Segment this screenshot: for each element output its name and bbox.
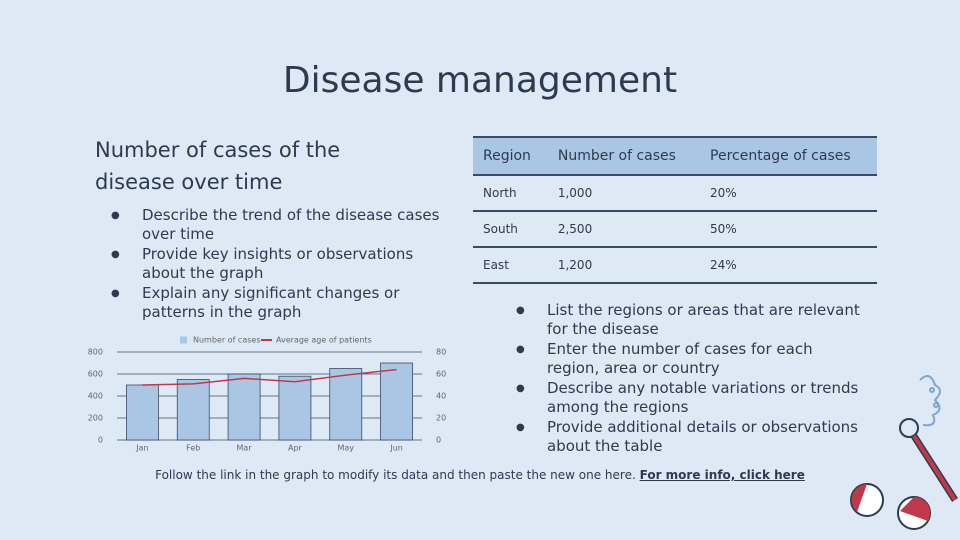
footer: Follow the link in the graph to modify i… <box>0 468 960 482</box>
bar <box>126 384 159 441</box>
bar <box>329 368 363 441</box>
y2-tick-label: 0 <box>436 436 441 445</box>
bullet: Describe any notable variations or trend… <box>500 379 860 417</box>
cell: 24% <box>700 247 877 284</box>
x-tick-label: Feb <box>186 444 200 453</box>
x-tick-label: Mar <box>237 444 253 453</box>
bullet: List the regions or areas that are relev… <box>500 301 860 339</box>
chart: 0 200 400 600 800 0 20 40 60 80 Jan Feb Mar Apr May Jun… <box>88 336 446 453</box>
cell: 1,000 <box>547 175 701 212</box>
bullet: Explain any significant changes or patte… <box>95 284 440 322</box>
cell: South <box>473 211 548 248</box>
bullet: Describe the trend of the disease cases … <box>95 206 440 244</box>
cell: 2,500 <box>547 211 701 248</box>
line <box>142 368 397 386</box>
section-heading: Number of cases of the disease over time <box>95 138 341 194</box>
x-tick-label: Jan <box>135 444 148 453</box>
bullet: Enter the number of cases for each regio… <box>500 340 860 378</box>
bullet: Provide additional details or observatio… <box>500 418 860 456</box>
y2-tick-label: 40 <box>436 392 446 401</box>
bullet: Provide key insights or observations abo… <box>95 245 440 283</box>
x-tick-label: Jun <box>389 444 403 453</box>
bar <box>227 373 261 441</box>
table-row: East 1,200 24% <box>473 247 877 284</box>
y2-tick-label: 80 <box>436 348 446 357</box>
header-cell: Region <box>473 136 548 176</box>
y-tick-label: 600 <box>88 370 103 379</box>
slide-title: Disease management <box>282 60 678 101</box>
legend-swatch <box>180 336 187 344</box>
table-row: North 1,000 20% <box>473 175 877 212</box>
y-tick-label: 800 <box>88 348 103 357</box>
y-tick-label: 200 <box>88 414 103 423</box>
cell: East <box>473 247 548 284</box>
table-row: South 2,500 50% <box>473 211 877 248</box>
legend-label: Number of cases <box>193 336 261 345</box>
bar <box>380 362 413 441</box>
bullet-list: List the regions or areas that are relev… <box>500 301 860 457</box>
x-tick-label: Apr <box>288 444 303 453</box>
cell: 1,200 <box>547 247 701 284</box>
footer-text: Follow the link in the graph to modify i… <box>155 468 636 482</box>
header-cell: Number of cases <box>547 136 701 176</box>
x-tick-label: May <box>337 444 354 453</box>
y2-tick-label: 60 <box>436 370 446 379</box>
table-header: Region Number of cases Percentage of cases <box>473 136 877 176</box>
cell: 20% <box>700 175 877 212</box>
bullet-list: Describe the trend of the disease cases … <box>95 206 440 323</box>
y-tick-label: 400 <box>88 392 103 401</box>
y2-tick-label: 20 <box>436 414 446 423</box>
legend-label: Average age of patients <box>276 336 372 345</box>
bar <box>176 379 210 441</box>
info-link[interactable]: For more info, click here <box>639 468 805 482</box>
data-table: Region Number of cases Percentage of cases… <box>473 136 877 284</box>
header-cell: Percentage of cases <box>700 136 877 176</box>
decoration <box>850 375 958 530</box>
cell: North <box>473 175 548 212</box>
y-tick-label: 0 <box>98 436 103 445</box>
cell: 50% <box>700 211 877 248</box>
bar <box>278 375 312 441</box>
